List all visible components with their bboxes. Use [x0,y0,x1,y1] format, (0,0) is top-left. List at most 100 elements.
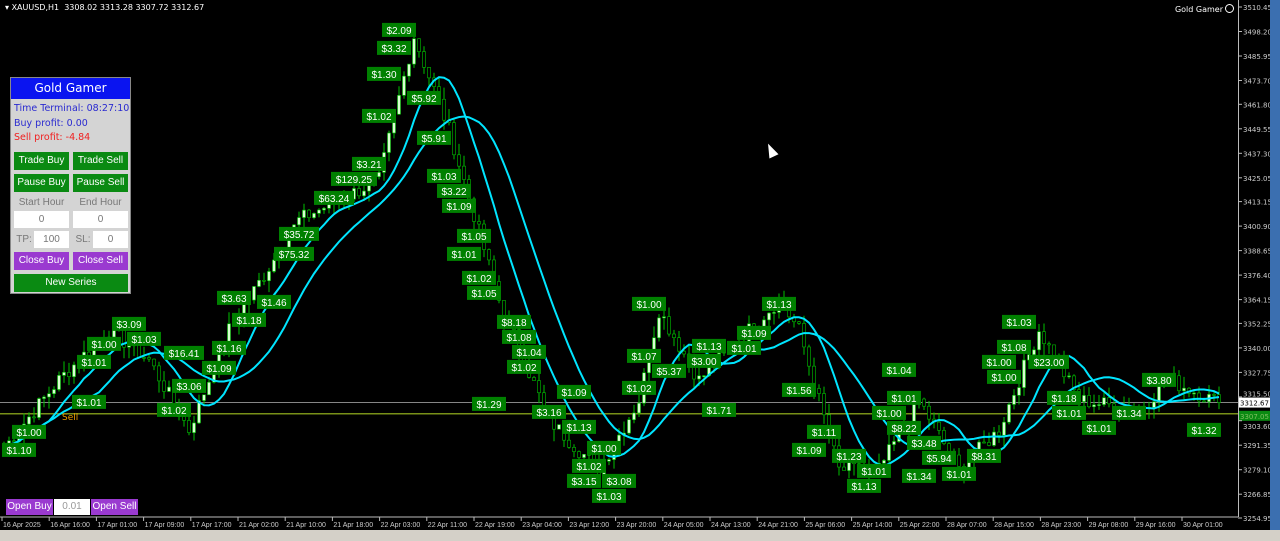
candle-body [1152,401,1156,408]
candle-body [362,190,366,197]
pause-sell-button[interactable]: Pause Sell [73,174,128,192]
profit-label-text: $1.01 [731,344,756,355]
profit-label-text: $1.03 [1006,318,1031,329]
x-tick-label: 24 Apr 13:00 [711,522,751,529]
x-tick-label: 24 Apr 21:00 [758,522,798,529]
tp-input[interactable]: 100 [34,231,69,248]
profit-label-text: $1.16 [216,344,241,355]
smiley-icon [1225,4,1234,13]
trade-sell-button[interactable]: Trade Sell [73,152,128,170]
candle-body [677,337,681,352]
profit-label-text: $75.32 [279,250,310,261]
candle-body [957,454,961,467]
y-tick-label: 3376.40 [1243,272,1270,280]
profit-label: $1.01 [887,390,921,405]
profit-label: $75.32 [274,246,314,261]
profit-label-text: $1.34 [1116,409,1141,420]
close-sell-button[interactable]: Close Sell [73,252,128,270]
open-buy-button[interactable]: Open Buy [6,499,53,515]
profit-label: $8.18 [497,314,531,329]
profit-label-text: $1.56 [786,386,811,397]
profit-label-bg [437,183,471,198]
candle-body [702,375,706,377]
profit-label-text: $8.31 [971,452,996,463]
profit-label: $1.05 [457,228,491,243]
end-hour-input[interactable]: 0 [73,211,128,228]
close-buy-button[interactable]: Close Buy [14,252,69,270]
profit-label-bg [202,360,236,375]
profit-label-bg [737,325,771,340]
end-hour-label: End Hour [79,197,122,208]
candle-body [667,316,671,335]
profit-label-text: $1.29 [476,400,501,411]
profit-label-text: $1.02 [511,363,536,374]
y-tick-label: 3485.95 [1243,53,1270,61]
symbol-timeframe: XAUUSD,H1 [11,3,60,12]
profit-label: $3.00 [687,353,721,368]
vertical-scrollbar[interactable] [1270,0,1280,530]
candle-body [1032,349,1036,355]
profit-label-text: $1.01 [1086,424,1111,435]
x-tick-label: 25 Apr 22:00 [900,522,940,529]
candle-body [632,412,636,421]
profit-label: $1.04 [512,344,546,359]
y-tick-label: 3254.95 [1243,515,1270,523]
profit-label: $5.92 [407,90,441,105]
profit-label-text: $1.32 [1191,426,1216,437]
candle-body [1192,392,1196,395]
price-chart[interactable]: $2.09 $3.32 $1.30 $1.02 $5.92 $5.91 $3.21 $129.… [0,0,1270,530]
profit-label-bg [887,390,921,405]
profit-label-text: $1.04 [516,348,541,359]
profit-label-text: $1.03 [131,335,156,346]
new-series-button[interactable]: New Series [14,274,128,292]
candle-body [637,402,641,414]
start-hour-input[interactable]: 0 [14,211,69,228]
profit-label: $1.01 [447,246,481,261]
profit-label-text: $5.91 [421,134,446,145]
profit-label-bg [164,345,204,360]
trade-buy-button[interactable]: Trade Buy [14,152,69,170]
profit-label-bg [532,404,566,419]
x-tick-label: 29 Apr 08:00 [1089,522,1129,529]
pause-buy-button[interactable]: Pause Buy [14,174,69,192]
profit-label-bg [872,405,906,420]
profit-label: $1.02 [462,270,496,285]
profit-label: $1.46 [257,294,291,309]
profit-label-text: $1.09 [206,364,231,375]
candle-body [767,312,771,321]
profit-label-bg [652,363,686,378]
profit-label: $1.56 [782,382,816,397]
profit-label: $1.00 [587,440,621,455]
profit-label-text: $63.24 [319,194,350,205]
profit-label: $1.13 [692,338,726,353]
horizontal-scrollbar[interactable] [0,530,1280,541]
profit-label: $3.15 [567,473,601,488]
candle-body [797,321,801,324]
sl-input[interactable]: 0 [93,231,128,248]
candle-body [152,358,156,367]
profit-label-bg [87,336,121,351]
profit-label-text: $1.10 [6,446,31,457]
sell-marker-text: Sell [62,413,79,423]
candle-body [387,132,391,153]
candle-body [822,393,826,416]
open-sell-button[interactable]: Open Sell [91,499,138,515]
profit-label-bg [692,338,726,353]
profit-label-bg [362,108,396,123]
candle-body [42,396,46,399]
candle-body [657,317,661,339]
profit-label: $1.09 [557,384,591,399]
profit-label-bg [77,354,111,369]
candle-body [807,346,811,367]
candle-body [887,444,891,461]
profit-label-text: $23.00 [1034,358,1065,369]
profit-label: $3.06 [172,378,206,393]
candle-body [302,209,306,218]
price-axis[interactable] [1238,0,1270,517]
tp-label: TP: [16,234,32,245]
x-tick-label: 23 Apr 20:00 [617,522,657,529]
profit-label: $1.03 [427,168,461,183]
profit-label: $1.00 [987,369,1021,384]
candle-body [537,380,541,394]
lot-size-input[interactable]: 0.01 [54,499,90,515]
